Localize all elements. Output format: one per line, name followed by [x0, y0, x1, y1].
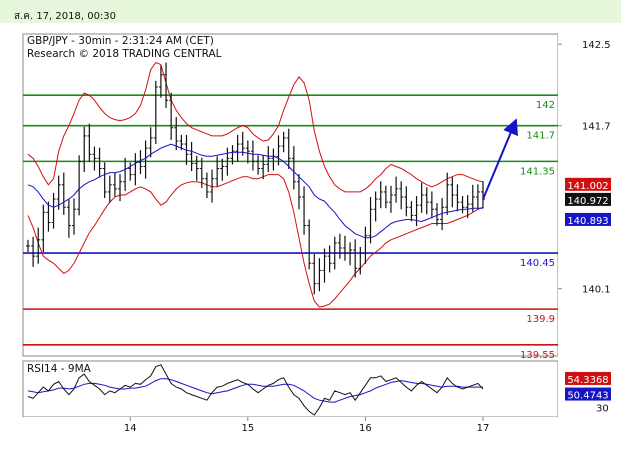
price-axis: 142.5 141.7 140.1 30 — [558, 40, 611, 415]
level-label-0: 142 — [536, 100, 555, 111]
rsi-badge-label-0: 54.3368 — [567, 375, 608, 386]
price-badge-label-1: 140.972 — [567, 196, 608, 207]
main-panel-frame — [22, 33, 559, 357]
bollinger-bands — [27, 61, 484, 308]
time-axis-area — [23, 417, 558, 435]
projection-arrow-group — [482, 118, 518, 200]
chart-title: GBP/JPY - 30min - 2:31:24 AM (CET) — [27, 35, 214, 47]
time-tick-label-3: 17 — [477, 423, 490, 434]
level-label-1: 141.7 — [526, 131, 555, 142]
price-badge-bg-0 — [565, 177, 611, 191]
date-header-text: ส.ค. 17, 2018, 00:30 — [14, 11, 117, 22]
rsi-badge-label-1: 50.4743 — [567, 391, 608, 402]
price-tick-label-0: 142.5 — [582, 40, 611, 51]
price-badge-bg-1 — [565, 192, 611, 206]
price-badge-bg-2 — [565, 212, 611, 226]
level-label-5: 139.55 — [520, 350, 555, 361]
upper-band-line — [27, 61, 484, 193]
projection-arrow — [482, 118, 518, 200]
time-tick-label-1: 15 — [241, 423, 254, 434]
time-tick-label-2: 16 — [359, 423, 372, 434]
level-label-2: 141.35 — [520, 166, 555, 177]
rsi-ma-line — [27, 378, 483, 403]
rsi-tick-label-0: 30 — [596, 404, 609, 415]
rsi-badge-bg-0 — [565, 371, 611, 385]
chart-subtitle: Research © 2018 TRADING CENTRAL — [27, 48, 222, 60]
price-tick-label-2: 140.1 — [582, 285, 611, 296]
price-badges: 141.002 140.972 140.893 54.3368 50.4743 — [565, 177, 611, 402]
level-lines: 142 141.7 141.35 140.45 139.9 139.55 — [23, 94, 558, 361]
lower-band-line — [27, 174, 484, 308]
rsi-title: RSI14 - 9MA — [27, 363, 92, 375]
price-bars — [26, 62, 485, 295]
moving-average-line — [27, 143, 483, 239]
price-badge-label-0: 141.002 — [567, 181, 608, 192]
moving-average — [27, 143, 483, 239]
level-label-3: 140.45 — [520, 258, 555, 269]
rsi-badge-bg-1 — [565, 387, 611, 401]
price-tick-label-1: 141.7 — [582, 122, 611, 133]
time-tick-label-0: 14 — [124, 423, 137, 434]
time-axis: 14 15 16 17 — [124, 417, 489, 434]
price-badge-label-2: 140.893 — [567, 216, 608, 227]
rsi-lines — [27, 364, 484, 416]
rsi-line — [27, 364, 484, 416]
level-label-4: 139.9 — [526, 314, 555, 325]
date-header-bar: ส.ค. 17, 2018, 00:30 — [0, 0, 621, 23]
